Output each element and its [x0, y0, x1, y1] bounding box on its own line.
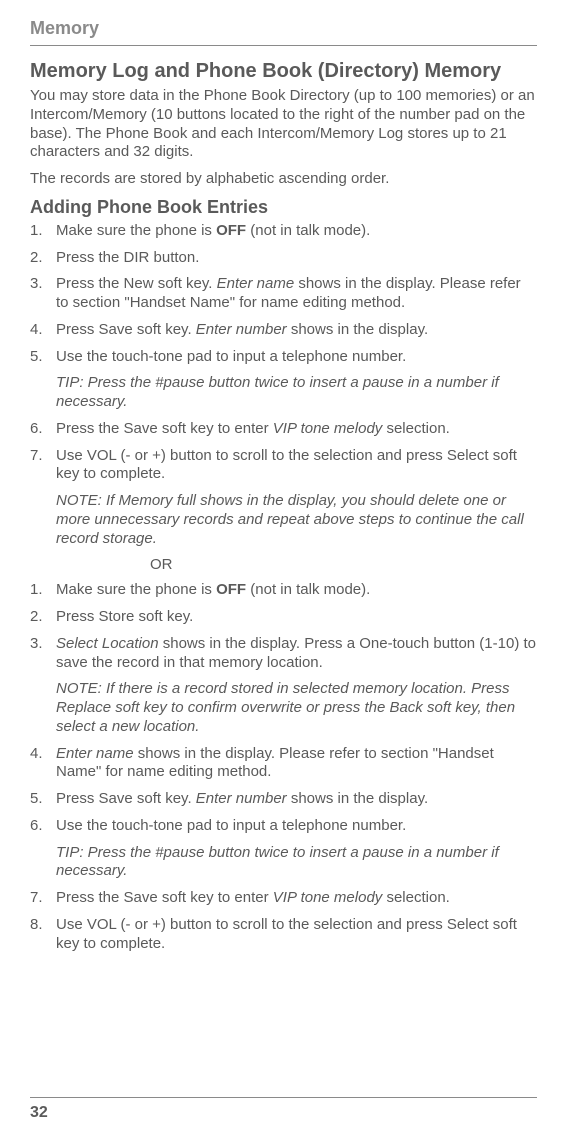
running-head: Memory [30, 18, 537, 39]
procedure-list-1: Make sure the phone is OFF (not in talk … [30, 222, 537, 367]
text: (not in talk mode). [246, 581, 370, 598]
text: Press Save soft key. [56, 790, 196, 807]
step: Press the New soft key. Enter name shows… [30, 275, 537, 313]
step: Use the touch-tone pad to input a teleph… [30, 348, 537, 367]
step: Enter name shows in the display. Please … [30, 745, 537, 783]
step: Use VOL (- or +) button to scroll to the… [30, 447, 537, 485]
procedure-list-2: Make sure the phone is OFF (not in talk … [30, 581, 537, 672]
tip: TIP: Press the #pause button twice to in… [30, 844, 537, 882]
step: Press Store soft key. [30, 608, 537, 627]
text: Press the Save soft key to enter [56, 889, 273, 906]
page-number: 32 [30, 1104, 48, 1122]
step: Use the touch-tone pad to input a teleph… [30, 817, 537, 836]
text: Press the Save soft key to enter [56, 420, 273, 437]
step: Make sure the phone is OFF (not in talk … [30, 222, 537, 241]
step: Press the Save soft key to enter VIP ton… [30, 889, 537, 908]
text: Make sure the phone is [56, 581, 216, 598]
text-italic: Enter name [217, 275, 295, 292]
text-italic: Enter number [196, 321, 287, 338]
step: Select Location shows in the display. Pr… [30, 635, 537, 673]
section-title: Memory Log and Phone Book (Directory) Me… [30, 60, 537, 83]
text-italic: Enter name [56, 745, 134, 762]
text: selection. [382, 889, 450, 906]
header-rule [30, 45, 537, 46]
text: shows in the display. [287, 321, 428, 338]
procedure-list-2c: Press the Save soft key to enter VIP ton… [30, 889, 537, 953]
or-separator: OR [30, 556, 537, 573]
text: Press Save soft key. [56, 321, 196, 338]
tip: TIP: Press the #pause button twice to in… [30, 374, 537, 412]
sub-title: Adding Phone Book Entries [30, 197, 537, 218]
step: Press Save soft key. Enter number shows … [30, 790, 537, 809]
note: NOTE: If there is a record stored in sel… [30, 680, 537, 736]
procedure-list-2b: Enter name shows in the display. Please … [30, 745, 537, 836]
procedure-list-1b: Press the Save soft key to enter VIP ton… [30, 420, 537, 484]
step: Press the Save soft key to enter VIP ton… [30, 420, 537, 439]
text: shows in the display. [287, 790, 428, 807]
step: Press Save soft key. Enter number shows … [30, 321, 537, 340]
text: (not in talk mode). [246, 222, 370, 239]
note: NOTE: If Memory full shows in the displa… [30, 492, 537, 548]
footer-rule [30, 1097, 537, 1098]
step: Use VOL (- or +) button to scroll to the… [30, 916, 537, 954]
text-bold: OFF [216, 222, 246, 239]
text: Press the New soft key. [56, 275, 217, 292]
intro-paragraph-2: The records are stored by alphabetic asc… [30, 170, 537, 189]
text-italic: VIP tone melody [273, 889, 383, 906]
text: selection. [382, 420, 450, 437]
step: Press the DIR button. [30, 249, 537, 268]
text-italic: Enter number [196, 790, 287, 807]
text: Make sure the phone is [56, 222, 216, 239]
intro-paragraph-1: You may store data in the Phone Book Dir… [30, 87, 537, 162]
text-italic: VIP tone melody [273, 420, 383, 437]
text-italic: Select Location [56, 635, 159, 652]
step: Make sure the phone is OFF (not in talk … [30, 581, 537, 600]
text-bold: OFF [216, 581, 246, 598]
